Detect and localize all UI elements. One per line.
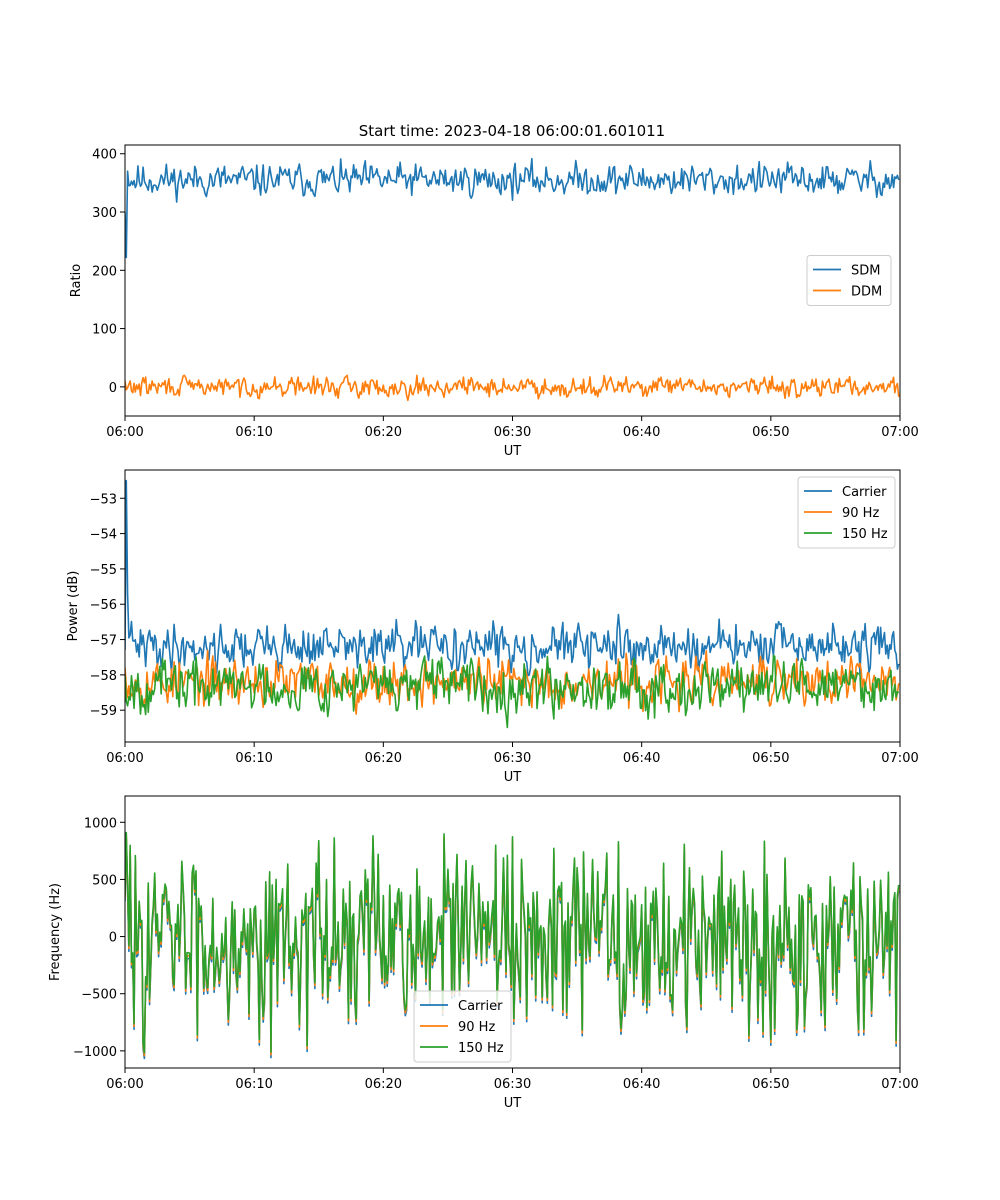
x-tick-label: 07:00 [881, 425, 918, 440]
series-line-sdm [125, 157, 900, 259]
legend-box [806, 255, 892, 306]
x-tick-label: 06:20 [365, 425, 402, 440]
legend: Carrier 90 Hz 150 Hz [797, 476, 896, 549]
y-tick-label: −500 [81, 988, 117, 1003]
y-tick-label: −1000 [73, 1045, 117, 1060]
y-tick-label: 0 [109, 381, 117, 396]
y-axis-label: Frequency (Hz) [48, 883, 63, 981]
x-tick-label: 06:00 [106, 751, 143, 766]
legend-label: SDM [851, 264, 880, 279]
x-tick-label: 07:00 [881, 1077, 918, 1092]
x-axis-label: UT [504, 770, 522, 785]
y-tick-label: −53 [90, 492, 117, 507]
chart-title: Start time: 2023-04-18 06:00:01.601011 [359, 122, 665, 140]
plot-area [125, 479, 900, 729]
legend: SDM DDM [806, 255, 892, 306]
series-line-150-hz [125, 831, 900, 1054]
x-axis-label: UT [504, 444, 522, 459]
y-tick-label: −59 [90, 704, 117, 719]
x-tick-label: 07:00 [881, 751, 918, 766]
series-line-90-hz [125, 649, 900, 715]
x-tick-label: 06:20 [365, 751, 402, 766]
x-tick-label: 06:30 [494, 1077, 531, 1092]
series-line-carrier [125, 479, 900, 677]
y-axis-label: Power (dB) [66, 571, 81, 642]
y-tick-label: −56 [90, 598, 117, 613]
legend-label: 90 Hz [458, 1020, 495, 1035]
frequency-panel: 06:00 06:10 06:20 06:30 06:40 06:50 07:00 −1000… [48, 795, 919, 1111]
x-axis-label: UT [504, 1096, 522, 1111]
x-tick-label: 06:50 [752, 1077, 789, 1092]
y-tick-label: 500 [92, 873, 117, 888]
y-tick-label: −58 [90, 669, 117, 684]
x-tick-label: 06:40 [623, 1077, 660, 1092]
legend-box [413, 990, 512, 1063]
legend-label: 150 Hz [842, 527, 888, 542]
legend-label: 90 Hz [842, 506, 879, 521]
x-tick-label: 06:50 [752, 751, 789, 766]
legend-label: Carrier [458, 999, 503, 1014]
legend-label: DDM [851, 285, 882, 300]
legend: Carrier 90 Hz 150 Hz [413, 990, 512, 1063]
x-tick-label: 06:30 [494, 425, 531, 440]
legend-box [797, 476, 896, 549]
y-tick-label: 200 [92, 264, 117, 279]
plot-area [125, 831, 900, 1060]
y-tick-label: 0 [109, 931, 117, 946]
x-tick-label: 06:10 [235, 1077, 272, 1092]
x-tick-label: 06:40 [623, 425, 660, 440]
ratio-panel: 06:00 06:10 06:20 06:30 06:40 06:50 07:00 0 100 2… [69, 144, 919, 459]
y-tick-label: 400 [92, 148, 117, 163]
y-tick-label: 300 [92, 206, 117, 221]
y-tick-label: 100 [92, 323, 117, 338]
series-line-150-hz [125, 654, 900, 729]
x-tick-label: 06:50 [752, 425, 789, 440]
y-axis-label: Ratio [69, 264, 84, 297]
plot-area [125, 157, 900, 402]
x-tick-label: 06:30 [494, 751, 531, 766]
x-tick-label: 06:10 [235, 425, 272, 440]
y-tick-label: −57 [90, 634, 117, 649]
legend-label: 150 Hz [458, 1041, 504, 1056]
y-tick-label: 1000 [84, 816, 117, 831]
legend-label: Carrier [842, 485, 887, 500]
x-tick-label: 06:20 [365, 1077, 402, 1092]
power-panel: 06:00 06:10 06:20 06:30 06:40 06:50 07:00 −59 −5… [66, 469, 919, 785]
y-tick-label: −54 [90, 528, 117, 543]
x-tick-label: 06:40 [623, 751, 660, 766]
series-line-ddm [125, 374, 900, 402]
y-tick-label: −55 [90, 563, 117, 578]
x-tick-label: 06:10 [235, 751, 272, 766]
x-tick-label: 06:00 [106, 425, 143, 440]
x-tick-label: 06:00 [106, 1077, 143, 1092]
